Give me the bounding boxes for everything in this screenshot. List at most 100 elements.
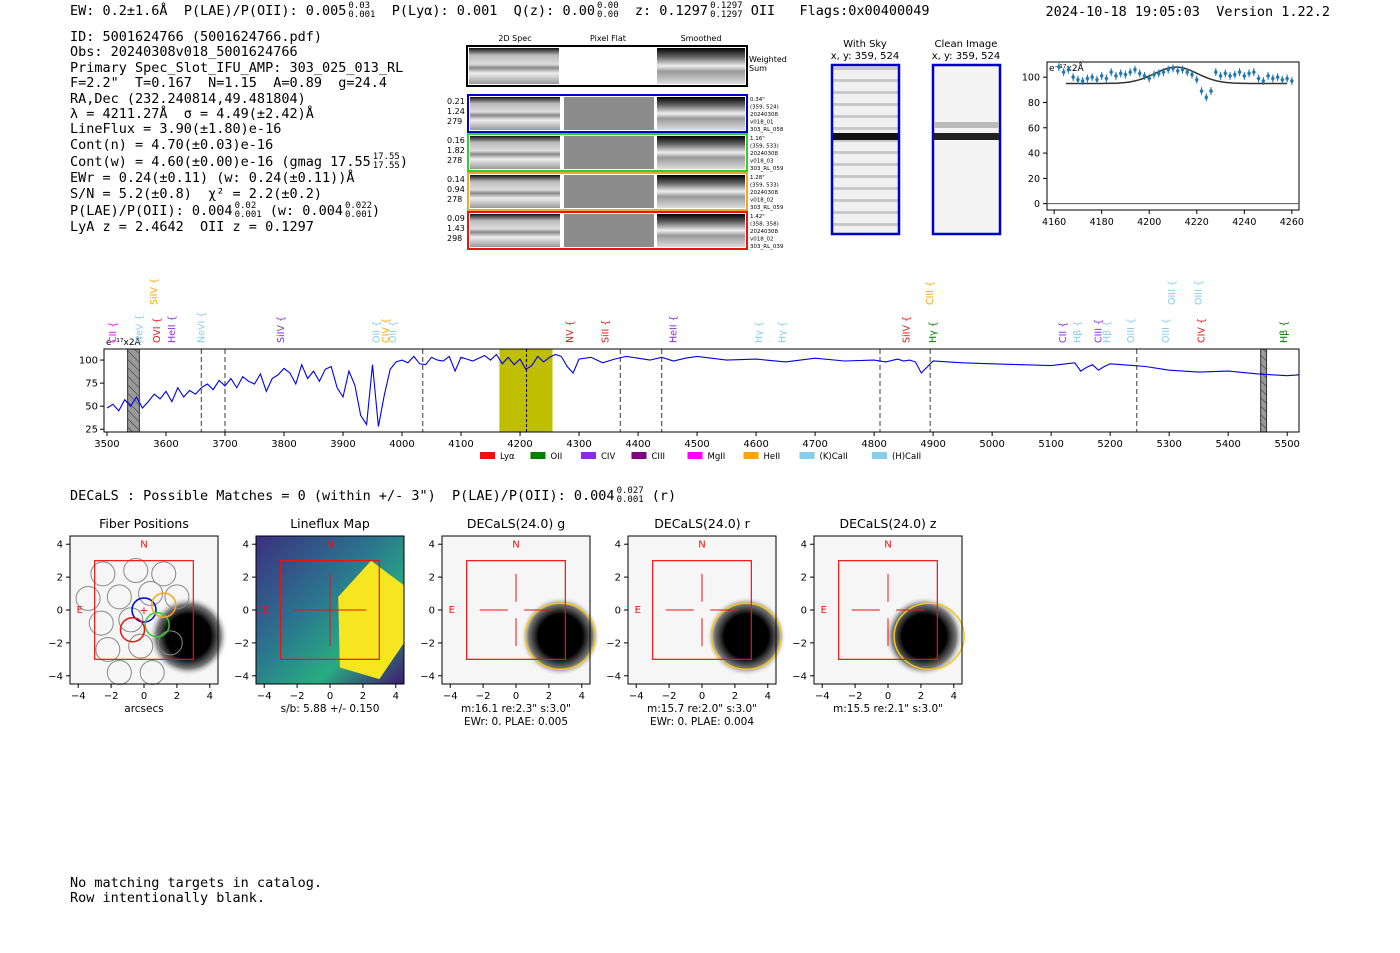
cutout-smooth	[657, 97, 745, 130]
panel-xtick-label: −2	[848, 691, 863, 702]
panel-xtick-label: 0	[699, 691, 705, 702]
spectrum-xtick-label: 3500	[94, 439, 119, 450]
fiber-circle	[90, 561, 116, 587]
info-primary: Primary Spec_Slot_IFU_AMP: 303_025_013_R…	[70, 59, 404, 76]
zoom-data-point	[1104, 75, 1109, 82]
emission-line-label: SiIV {	[276, 316, 287, 343]
sky-cutouts: With Sky x, y: 359, 524 Clean Image x, y…	[831, 39, 1002, 236]
zoom-data-point	[1090, 74, 1095, 81]
cutout-row-value: 0.21	[447, 97, 465, 106]
emission-line-label: CIII {	[1093, 319, 1104, 343]
col-2d-spec: 2D Spec	[498, 34, 531, 43]
detection-info: ID: 5001624766 (5001624766.pdf) Obs: 202…	[70, 29, 408, 235]
panel-xtick-label: 4	[579, 691, 585, 702]
cutout-row-meta: v018_02	[750, 237, 774, 243]
emission-line-label: Hγ {	[928, 321, 939, 343]
source-blob	[884, 596, 965, 677]
cutout-row-meta: 20240308	[750, 190, 778, 196]
fiber-circle	[164, 584, 190, 610]
header-plae: P(LAE)/P(OII): 0.005	[183, 3, 347, 19]
header-meta: 2024-10-18 19:05:03 Version 1.22.2	[1046, 4, 1331, 20]
zoom-ytick-label: 0	[1034, 199, 1040, 210]
header-plae-range: 0.03 0.001	[348, 1, 376, 20]
panel-xtick-label: 0	[513, 691, 519, 702]
spectrum-series	[106, 353, 1300, 427]
fiber-highlight-circle	[131, 597, 157, 623]
zoom-data-point	[1156, 70, 1161, 77]
clean-trace	[934, 133, 999, 140]
legend-label: HeII	[764, 452, 781, 462]
imaging-panel: DECaLS(24.0) g N E −4 −4 −2 −2 0 0 2 2 4 4 m:16.1 re:…	[420, 516, 601, 725]
cutout-row-meta: 303_RL_059	[750, 166, 784, 172]
zoom-data-point	[1289, 77, 1294, 84]
panel-xtick-label: 4	[765, 691, 771, 702]
panel-ytick-label: 0	[801, 606, 807, 617]
panel-ytick-label: 0	[243, 606, 249, 617]
emission-line-label: OII {	[372, 321, 383, 343]
zoom-data-point	[1166, 66, 1171, 73]
legend-label: CIII	[652, 452, 665, 462]
cutout-2d	[470, 175, 560, 208]
cutout-row-meta: v018_01	[750, 120, 774, 126]
spectrum-xtick-label: 4400	[625, 439, 650, 450]
zoom-data-point	[1180, 66, 1185, 73]
cutout-row-meta: 303_RL_058	[750, 127, 784, 133]
compass-east: E	[821, 605, 827, 616]
panel-ytick-label: 0	[429, 606, 435, 617]
zoom-data-point	[1242, 72, 1247, 79]
spectrum-xtick-label: 3900	[330, 439, 355, 450]
panel-ytick-label: 2	[615, 573, 621, 584]
cutout-row-value: 278	[447, 156, 462, 165]
zoom-data-point	[1142, 72, 1147, 79]
spectrum-xtick-label: 4300	[566, 439, 591, 450]
emission-line-label: CIV {	[1197, 318, 1208, 343]
panel-ytick-label: −4	[792, 671, 807, 682]
panel-ytick-label: −2	[606, 638, 621, 649]
zoom-data-point	[1209, 88, 1214, 95]
spectrum-xtick-label: 5100	[1038, 439, 1063, 450]
imaging-panel: Fiber Positions + N E −4 −4 −2 −2 0 0 2 2 4 4 arcsecs	[48, 516, 229, 715]
clean-xy: x, y: 359, 524	[932, 51, 1001, 62]
compass-east: E	[449, 605, 455, 616]
panel-ytick-label: −4	[48, 671, 63, 682]
spectrum-xtick-label: 4500	[684, 439, 709, 450]
legend-label: OII	[551, 452, 563, 462]
info-cont-w: Cont(w) = 4.60(±0.00)e-16 (gmag 17.55 17.…	[70, 152, 408, 172]
emission-line-label: SiII {	[601, 320, 612, 343]
zoom-data-point	[1251, 69, 1256, 76]
emission-line-label: CIV {	[381, 318, 392, 343]
zoom-ytick-label: 40	[1028, 149, 1040, 160]
info-id: ID: 5001624766 (5001624766.pdf)	[70, 29, 322, 45]
spectrum-xtick-label: 4100	[448, 439, 473, 450]
panel-caption: m:15.5 re:2.1" s:3.0"	[833, 703, 943, 715]
zoom-data-point	[1147, 75, 1152, 82]
zoom-data-point	[1218, 72, 1223, 79]
footer-line-2: Row intentionally blank.	[70, 890, 266, 906]
header-flags: Flags:0x00400049	[799, 3, 930, 19]
fiber-circle	[151, 561, 177, 587]
search-box	[838, 560, 938, 660]
legend-swatch	[687, 452, 703, 459]
cutout-row-meta: v018_03	[750, 159, 774, 165]
emission-line-label: CIII {	[925, 281, 936, 305]
legend-swatch	[872, 452, 887, 459]
spectrum-ytick-label: 75	[85, 379, 98, 390]
clean-title: Clean Image	[935, 39, 998, 50]
aperture-ellipse	[893, 602, 965, 671]
emission-line-label: HeII {	[167, 315, 178, 343]
panel-caption: s/b: 5.88 +/- 0.150	[281, 703, 380, 715]
emission-line-label: Hγ {	[778, 321, 789, 343]
panel-xtick-label: −2	[662, 691, 677, 702]
zoom-data-point	[1275, 74, 1280, 81]
cutout-row-meta: 1.16"	[750, 136, 765, 142]
cutout-row-value: 1.82	[447, 146, 465, 155]
zoom-axes-frame	[1046, 61, 1300, 211]
weighted-smooth	[657, 48, 745, 84]
panel-xtick-label: −2	[104, 691, 119, 702]
panel-ytick-label: 2	[57, 573, 63, 584]
spectrum-xtick-label: 4600	[743, 439, 768, 450]
spectrum-xtick-label: 4700	[802, 439, 827, 450]
zoom-data-point	[1161, 69, 1166, 76]
spectrum-xtick-label: 3600	[153, 439, 178, 450]
spectrum-ytick-label: 100	[79, 356, 98, 367]
